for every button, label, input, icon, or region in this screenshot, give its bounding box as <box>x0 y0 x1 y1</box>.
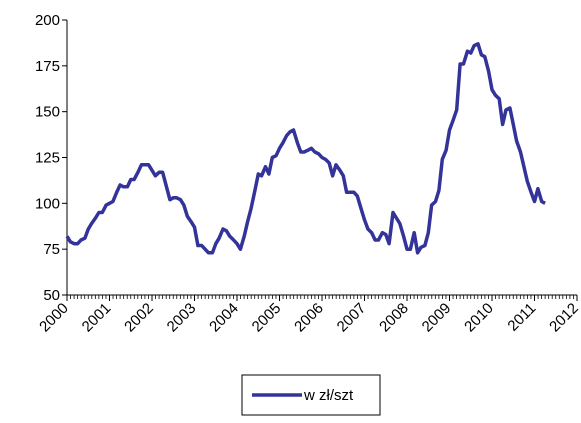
data-line <box>65 42 546 255</box>
y-tick-label: 75 <box>43 241 60 258</box>
y-tick-label: 100 <box>35 195 60 212</box>
y-tick-label: 50 <box>43 287 60 304</box>
y-tick-label: 150 <box>35 104 60 121</box>
y-tick-label: 175 <box>35 58 60 75</box>
y-tick-label: 200 <box>35 12 60 29</box>
legend-label: w zł/szt <box>303 387 354 404</box>
y-tick-label: 125 <box>35 150 60 167</box>
